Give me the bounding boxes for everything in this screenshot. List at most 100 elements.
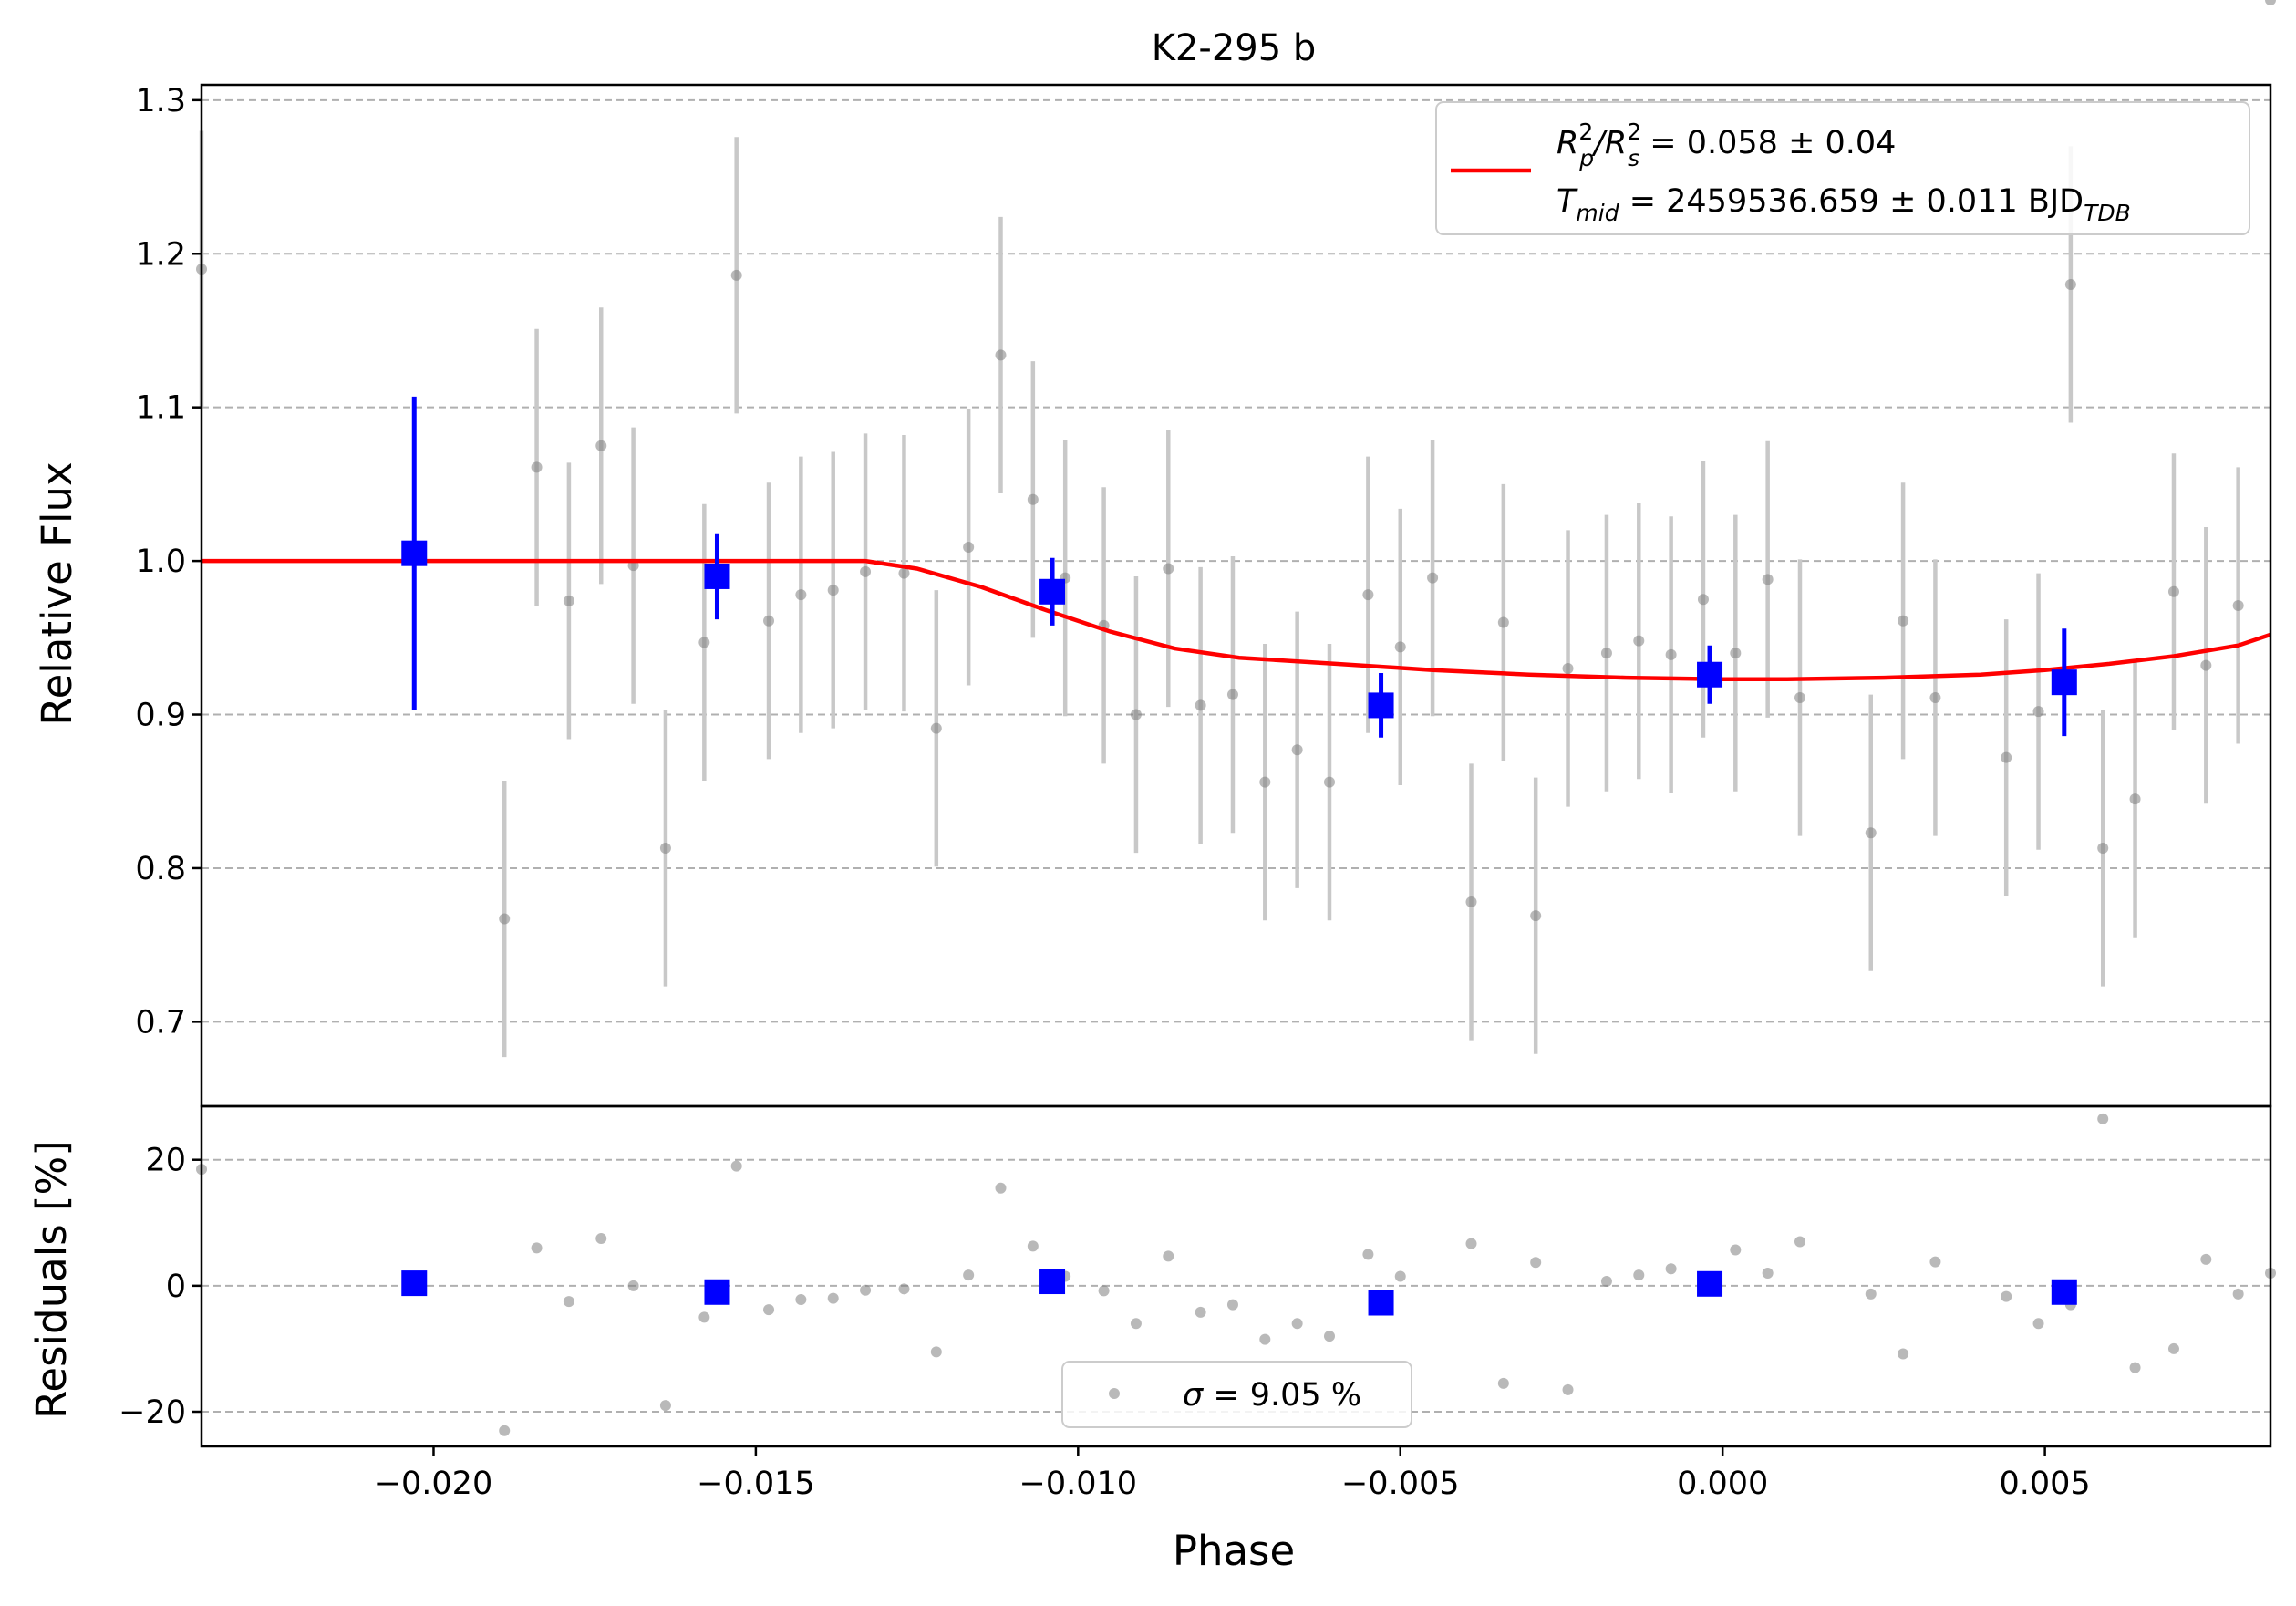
raw-point [563, 595, 574, 606]
x-tick-label: −0.005 [1341, 1466, 1460, 1502]
raw-point [1497, 616, 1509, 628]
residual-point [963, 1269, 975, 1281]
residual-point [659, 1400, 671, 1412]
x-tick-label: −0.010 [1019, 1466, 1138, 1502]
residual-point [1929, 1256, 1941, 1268]
residual-binned-point [2051, 1279, 2077, 1305]
legend-sigma-label: σ = 9.05 % [1183, 1377, 1361, 1414]
raw-point [1226, 689, 1238, 700]
residual-point [1098, 1285, 1110, 1297]
residual-point [860, 1284, 872, 1296]
residual-binned-point [401, 1270, 428, 1297]
residual-point [1865, 1288, 1877, 1300]
residual-point [1465, 1238, 1477, 1249]
residual-binned-points [401, 1269, 2077, 1316]
raw-point [1195, 699, 1206, 711]
raw-point [1163, 563, 1174, 575]
top-binned-points [401, 396, 2077, 738]
residual-point [1027, 1240, 1039, 1252]
raw-point [1929, 692, 1941, 703]
residuals-panel: −20 0 20 Residuals [%] σ = 9.05 % [27, 1104, 2276, 1448]
raw-point [1898, 615, 1909, 627]
residual-point [2032, 1318, 2044, 1330]
raw-point [995, 349, 1007, 361]
raw-point [963, 541, 975, 553]
top-raw-points [196, 0, 2276, 1058]
raw-point [531, 461, 543, 473]
residual-binned-point [1039, 1269, 1066, 1295]
y-tick-label: −20 [119, 1394, 186, 1431]
raw-point [860, 565, 872, 577]
residual-point [563, 1296, 574, 1308]
residual-point [1497, 1377, 1509, 1389]
residual-point [1730, 1244, 1742, 1256]
raw-point [730, 269, 742, 281]
residual-point [1362, 1249, 1374, 1260]
raw-point [2129, 793, 2141, 805]
residual-point [1163, 1250, 1174, 1262]
residual-point [730, 1160, 742, 1172]
legend-residual-swatch [1109, 1388, 1120, 1399]
legend-tmid-label: Tmid = 2459536.659 ± 0.011 BJDTDB [1557, 183, 2131, 226]
x-tick-label: 0.000 [1677, 1466, 1768, 1502]
top-y-ticks: 0.7 0.8 0.9 1.0 1.1 1.2 1.3 [135, 83, 202, 1041]
y-tick-label: 20 [145, 1143, 186, 1179]
raw-point [2064, 278, 2076, 290]
residual-point [698, 1311, 710, 1323]
sigma-legend: σ = 9.05 % [1061, 1361, 1412, 1428]
raw-point [2265, 0, 2276, 5]
raw-point [1562, 663, 1574, 674]
raw-point [698, 637, 710, 648]
residual-point [2001, 1290, 2012, 1302]
raw-point [1762, 574, 1774, 585]
residual-point [1291, 1318, 1303, 1330]
raw-point [930, 722, 942, 734]
transit-model-line [202, 558, 2271, 682]
x-tick-label: −0.015 [697, 1466, 815, 1502]
raw-point [1665, 648, 1677, 660]
raw-point [2167, 585, 2179, 597]
binned-point [2051, 669, 2077, 696]
y-tick-label: 0.7 [135, 1004, 186, 1041]
raw-point [499, 913, 511, 925]
binned-point [401, 540, 428, 566]
raw-point [659, 843, 671, 855]
residual-point [1259, 1333, 1271, 1345]
residual-point [2167, 1342, 2179, 1354]
raw-point [1291, 744, 1303, 756]
raw-point [1323, 776, 1335, 788]
raw-point [898, 567, 910, 579]
binned-point [1039, 578, 1066, 605]
raw-point [1427, 572, 1439, 584]
residual-point [1130, 1318, 1142, 1330]
raw-point [1394, 641, 1406, 653]
residual-point [1323, 1331, 1335, 1342]
raw-point [795, 589, 807, 601]
raw-point [1362, 589, 1374, 601]
raw-point [2200, 659, 2212, 671]
raw-point [763, 615, 775, 627]
residual-binned-point [1697, 1270, 1723, 1297]
raw-point [1865, 827, 1877, 839]
x-tick-label: −0.020 [375, 1466, 493, 1502]
raw-point [2001, 751, 2012, 763]
residual-point [531, 1242, 543, 1254]
raw-point [827, 585, 839, 596]
raw-point [2097, 843, 2109, 855]
raw-point [2032, 706, 2044, 718]
y-tick-label: 0.9 [135, 698, 186, 734]
residual-point [1530, 1257, 1542, 1269]
residuals-axes-frame [200, 1104, 2272, 1448]
residual-point [1394, 1270, 1406, 1282]
y-tick-label: 1.1 [135, 390, 186, 427]
residual-point [627, 1280, 639, 1291]
raw-point [1794, 692, 1805, 703]
x-axis-label: Phase [1173, 1527, 1295, 1575]
y-axis-label-residuals: Residuals [%] [27, 1140, 76, 1419]
y-tick-label: 1.0 [135, 544, 186, 580]
residual-point [1195, 1306, 1206, 1318]
residual-point [1794, 1236, 1805, 1248]
residual-point [763, 1304, 775, 1316]
y-tick-label: 1.2 [135, 236, 186, 273]
residual-point [2200, 1253, 2212, 1265]
